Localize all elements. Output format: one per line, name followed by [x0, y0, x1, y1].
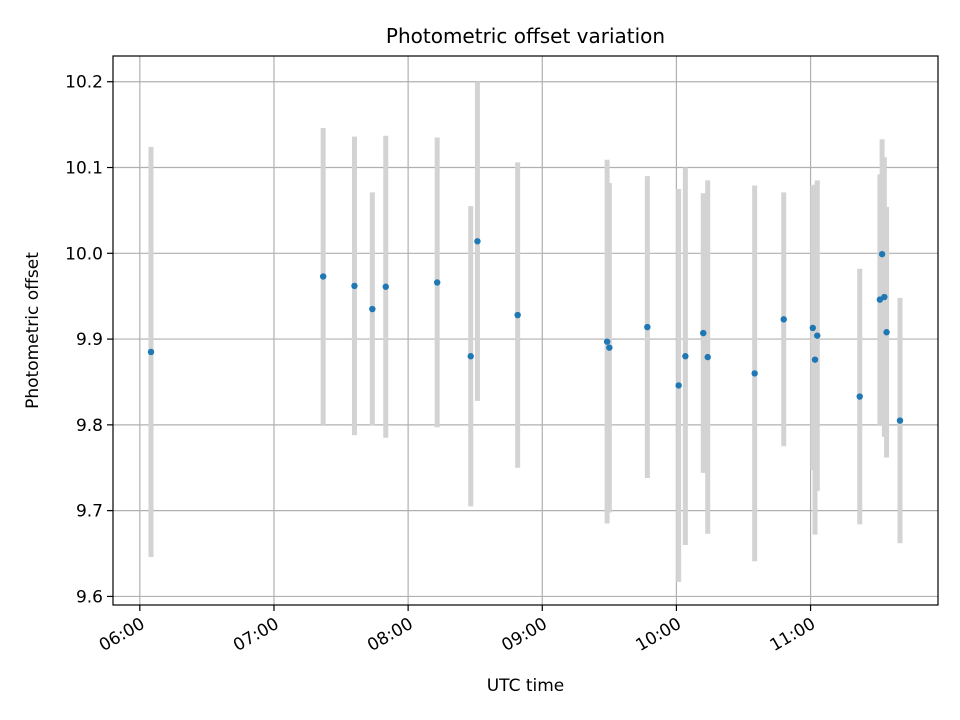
y-tick-label: 9.7 — [76, 502, 103, 522]
data-point — [675, 382, 682, 389]
data-point — [682, 353, 689, 360]
y-tick-label: 10.0 — [65, 244, 103, 264]
data-point — [467, 353, 474, 360]
errorbars — [148, 81, 903, 582]
chart-title: Photometric offset variation — [386, 24, 665, 48]
data-point — [704, 353, 711, 361]
y-tick-label: 9.8 — [76, 416, 103, 436]
data-point — [780, 316, 787, 323]
data-point — [351, 282, 358, 290]
x-tick-label: 10:00 — [632, 614, 684, 656]
data-point — [751, 370, 758, 377]
x-tick-label: 06:00 — [96, 614, 148, 656]
data-point — [881, 293, 888, 301]
y-tick-label: 9.6 — [76, 587, 103, 607]
data-point — [474, 238, 481, 245]
x-tick-label: 08:00 — [364, 614, 416, 656]
data-point — [606, 344, 613, 351]
data-point — [896, 417, 904, 424]
data-point — [856, 393, 863, 400]
y-axis-title: Photometric offset — [23, 252, 43, 409]
data-point — [514, 311, 521, 319]
plot-frame — [112, 55, 939, 606]
data-point — [883, 329, 890, 336]
data-point — [644, 323, 651, 331]
data-point — [369, 305, 376, 313]
y-tick-label: 10.2 — [65, 73, 103, 93]
x-tick-label: 11:00 — [767, 614, 819, 656]
data-point — [814, 332, 821, 339]
data-point — [811, 356, 819, 363]
data-point — [147, 348, 155, 356]
data-point — [319, 273, 327, 280]
y-tick-label: 9.9 — [76, 330, 103, 350]
data-point — [809, 324, 816, 332]
data-points — [147, 238, 904, 424]
x-tick-label: 09:00 — [498, 614, 550, 656]
data-point — [382, 283, 389, 290]
data-point — [700, 329, 707, 337]
x-axis-title: UTC time — [487, 676, 565, 696]
data-point — [878, 250, 886, 258]
data-point — [603, 338, 611, 345]
y-tick-label: 10.1 — [65, 159, 103, 179]
data-point — [433, 279, 441, 286]
x-tick-label: 07:00 — [230, 614, 282, 656]
